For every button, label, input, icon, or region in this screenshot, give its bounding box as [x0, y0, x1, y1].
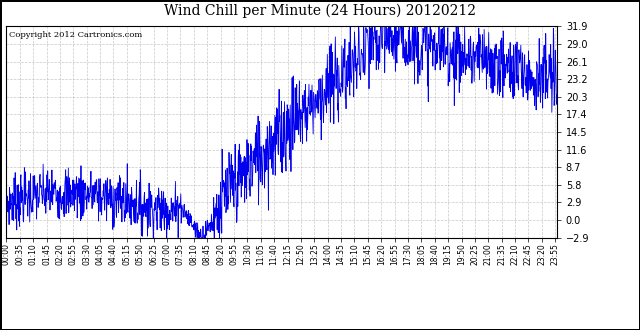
Text: Wind Chill per Minute (24 Hours) 20120212: Wind Chill per Minute (24 Hours) 2012021… — [164, 3, 476, 18]
Text: Copyright 2012 Cartronics.com: Copyright 2012 Cartronics.com — [9, 31, 143, 39]
